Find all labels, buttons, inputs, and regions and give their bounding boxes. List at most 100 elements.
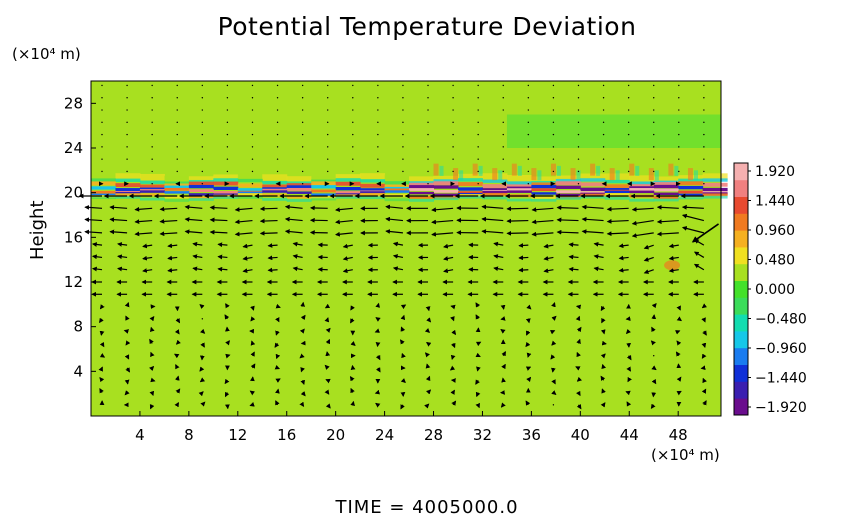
vector-arrow: [606, 218, 629, 224]
x-tick-label: 44: [620, 426, 639, 444]
vector-arrow: [259, 218, 278, 224]
colorbar-tick-label: −0.480: [755, 312, 807, 328]
band-segment: [237, 193, 263, 196]
band-segment: [702, 173, 728, 181]
vector-arrow: [335, 231, 353, 237]
vector-arrow: [450, 342, 456, 349]
vector-dot: [527, 158, 530, 160]
wave-feature: [478, 165, 483, 176]
vector-arrow: [500, 328, 506, 334]
band-segment: [311, 185, 337, 189]
vector-arrow: [99, 317, 104, 324]
wave-feature: [492, 168, 498, 181]
vector-arrow: [175, 339, 182, 345]
vector-dot: [627, 133, 630, 136]
vector-arrow: [142, 268, 153, 273]
vector-arrow: [575, 366, 581, 371]
band-segment: [188, 196, 214, 200]
band-segment: [360, 173, 386, 180]
vector-arrow: [325, 351, 331, 357]
band-segment: [555, 175, 581, 183]
band-segment: [262, 180, 288, 185]
band-segment: [629, 186, 655, 190]
vector-dot: [527, 183, 530, 185]
band-segment: [531, 184, 557, 189]
vector-arrow: [625, 390, 631, 396]
vector-arrow: [531, 219, 554, 225]
vector-arrow: [375, 317, 381, 322]
band-segment: [237, 196, 263, 199]
vector-dot: [276, 121, 279, 124]
vector-dot: [452, 84, 454, 87]
vector-arrow: [600, 305, 606, 312]
vector-arrow: [109, 229, 128, 235]
vector-dot: [126, 133, 128, 136]
band-segment: [188, 198, 214, 201]
vector-arrow: [593, 254, 604, 259]
vector-dot: [402, 170, 404, 173]
vector-arrow: [123, 329, 129, 334]
vector-dot: [377, 158, 379, 160]
vector-dot: [176, 121, 178, 124]
vector-arrow: [134, 206, 153, 212]
band-segment: [531, 192, 557, 195]
vector-arrow: [375, 302, 380, 308]
band-segment: [433, 193, 459, 197]
vector-dot: [201, 97, 204, 99]
vector-dot: [427, 84, 429, 87]
vector-dot: [602, 109, 605, 111]
vector-dot: [126, 84, 128, 87]
vector-dot: [352, 170, 354, 173]
band-segment: [531, 188, 557, 192]
vector-arrow: [431, 207, 454, 213]
wave-feature: [674, 165, 679, 176]
band-segment: [286, 185, 312, 189]
vector-arrow: [99, 330, 105, 336]
vector-arrow: [84, 217, 103, 223]
vector-arrow: [250, 363, 256, 369]
band-segment: [457, 195, 483, 199]
vector-dot: [226, 170, 229, 173]
vector-dot: [402, 133, 404, 136]
vector-arrow: [134, 219, 153, 224]
vector-arrow: [99, 388, 104, 394]
vector-dot: [301, 170, 304, 173]
vector-dot: [176, 133, 178, 136]
vector-arrow: [643, 244, 654, 250]
vector-dot: [251, 170, 254, 173]
band-segment: [604, 179, 630, 184]
vector-dot: [327, 121, 329, 124]
vector-arrow: [149, 404, 155, 410]
colorbar-tick-label: 0.480: [755, 253, 795, 269]
vector-dot: [552, 121, 555, 124]
vector-arrow: [556, 229, 579, 235]
vector-dot: [251, 146, 254, 148]
vector-dot: [427, 158, 429, 160]
vector-arrow: [124, 354, 130, 360]
band-segment: [482, 190, 508, 194]
vector-arrow: [149, 390, 155, 397]
vector-arrow: [91, 266, 103, 272]
band-segment: [286, 181, 312, 185]
vector-dot: [602, 121, 605, 124]
vector-arrow: [601, 388, 606, 394]
vector-arrow: [117, 266, 128, 272]
band-segment: [164, 185, 190, 189]
vector-arrow: [335, 207, 353, 213]
vector-arrow: [400, 326, 406, 332]
vector-dot: [552, 158, 555, 160]
vector-dot: [477, 146, 479, 148]
band-segment: [409, 185, 435, 189]
vector-dot: [352, 133, 354, 136]
vector-arrow: [681, 204, 704, 210]
vector-dot: [452, 146, 454, 148]
band-segment: [629, 184, 655, 189]
vector-arrow: [198, 391, 204, 397]
band-segment: [457, 191, 483, 195]
vector-arrow: [600, 375, 606, 381]
vector-dot: [477, 158, 479, 160]
vector-arrow: [125, 340, 131, 346]
x-tick-label: 12: [228, 426, 247, 444]
vector-dot: [703, 109, 705, 111]
vector-arrow: [392, 254, 404, 259]
